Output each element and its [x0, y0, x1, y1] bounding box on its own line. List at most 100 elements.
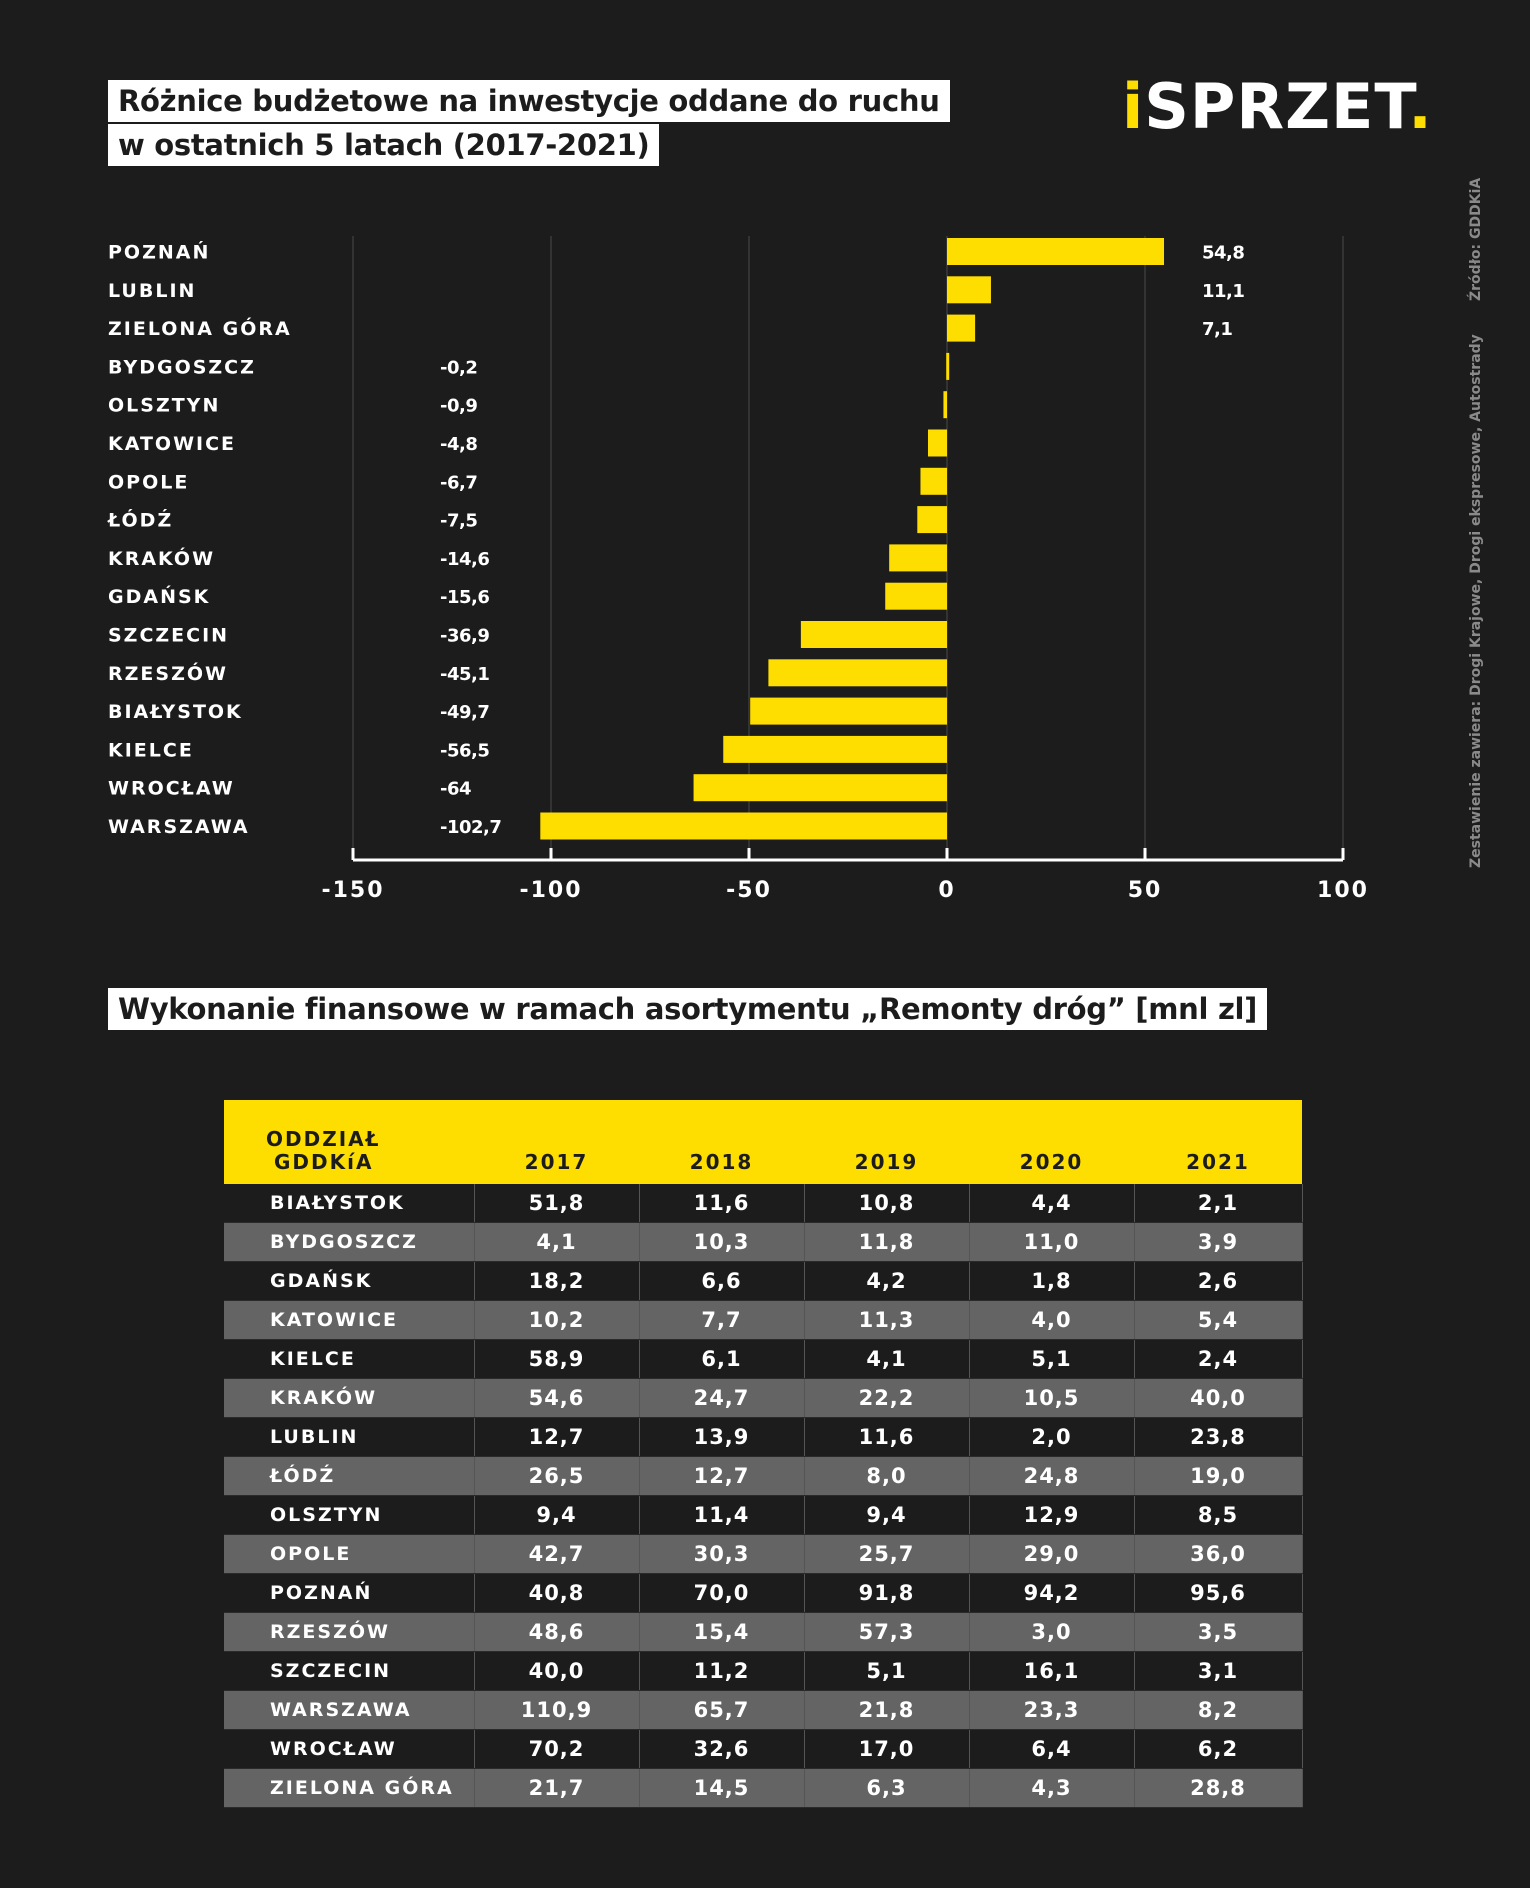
- table-cell-value: 10,3: [639, 1222, 805, 1262]
- table-cell-value: 13,9: [639, 1417, 805, 1457]
- table-row: BYDGOSZCZ 4,1 10,3 11,8 11,0 3,9: [224, 1222, 1303, 1262]
- header-branch: ODDZIAŁ GDDKíA: [224, 1100, 474, 1184]
- table-cell-value: 7,7: [639, 1300, 805, 1340]
- table-row: LUBLIN 12,7 13,9 11,6 2,0 23,8: [224, 1417, 1303, 1457]
- table-cell-value: 36,0: [1134, 1534, 1303, 1574]
- table-cell-value: 40,0: [1134, 1378, 1303, 1418]
- table-cell-value: 6,2: [1134, 1729, 1303, 1769]
- table-cell-value: 10,8: [804, 1184, 970, 1223]
- data-label: -4,8: [440, 434, 477, 455]
- bar: [946, 352, 950, 380]
- table-row: SZCZECIN 40,0 11,2 5,1 16,1 3,1: [224, 1651, 1303, 1691]
- category-label: WARSZAWA: [108, 816, 250, 838]
- header-year: 2019: [804, 1100, 969, 1184]
- table-row: BIAŁYSTOK 51,8 11,6 10,8 4,4 2,1: [224, 1184, 1303, 1223]
- data-label: -0,9: [440, 396, 477, 417]
- table-cell-branch: ŁÓDŹ: [224, 1456, 475, 1496]
- bar: [947, 314, 976, 342]
- table-row: ŁÓDŹ 26,5 12,7 8,0 24,8 19,0: [224, 1456, 1303, 1496]
- bar: [885, 582, 947, 610]
- table-cell-value: 12,7: [474, 1417, 640, 1457]
- table-cell-value: 21,7: [474, 1768, 640, 1808]
- table-cell-value: 58,9: [474, 1339, 640, 1379]
- table-cell-value: 11,3: [804, 1300, 970, 1340]
- table-cell-value: 24,8: [969, 1456, 1135, 1496]
- table-cell-branch: BIAŁYSTOK: [224, 1184, 475, 1223]
- category-label: BYDGOSZCZ: [108, 356, 256, 378]
- table-cell-value: 2,0: [969, 1417, 1135, 1457]
- table-header-row: ODDZIAŁ GDDKíA 2017 2018 2019 2020 2021: [224, 1100, 1302, 1184]
- table-cell-value: 8,2: [1134, 1690, 1303, 1730]
- table-cell-value: 23,8: [1134, 1417, 1303, 1457]
- header-year: 2021: [1134, 1100, 1302, 1184]
- table-cell-value: 10,2: [474, 1300, 640, 1340]
- data-label: -102,7: [440, 817, 501, 838]
- table-cell-value: 65,7: [639, 1690, 805, 1730]
- table-cell-value: 6,6: [639, 1261, 805, 1301]
- x-tick-label: -150: [321, 878, 384, 903]
- table-cell-value: 2,1: [1134, 1184, 1303, 1223]
- table-cell-value: 12,9: [969, 1495, 1135, 1535]
- table-cell-branch: WARSZAWA: [224, 1690, 475, 1730]
- table-row: OPOLE 42,7 30,3 25,7 29,0 36,0: [224, 1534, 1303, 1574]
- header-branch-line-1: ODDZIAŁ: [266, 1127, 381, 1151]
- table-row: GDAŃSK 18,2 6,6 4,2 1,8 2,6: [224, 1261, 1303, 1301]
- table-row: POZNAŃ 40,8 70,0 91,8 94,2 95,6: [224, 1573, 1303, 1613]
- table-title: Wykonanie finansowe w ramach asortymentu…: [108, 988, 1268, 1030]
- data-label: -56,5: [440, 740, 489, 761]
- category-label: GDAŃSK: [108, 585, 210, 608]
- bar: [750, 697, 947, 725]
- x-tick-label: -100: [519, 878, 582, 903]
- table-cell-branch: POZNAŃ: [224, 1573, 475, 1613]
- table-cell-value: 3,9: [1134, 1222, 1303, 1262]
- table-row: ZIELONA GÓRA 21,7 14,5 6,3 4,3 28,8: [224, 1768, 1303, 1808]
- bar: [943, 391, 947, 419]
- data-label: -36,9: [440, 626, 489, 647]
- bar: [540, 812, 947, 840]
- table-cell-branch: RZESZÓW: [224, 1612, 475, 1652]
- table-cell-value: 12,7: [639, 1456, 805, 1496]
- table-cell-value: 21,8: [804, 1690, 970, 1730]
- category-label: WROCŁAW: [108, 778, 235, 800]
- bar: [800, 621, 947, 648]
- table-cell-value: 6,3: [804, 1768, 970, 1808]
- x-tick-label: 100: [1317, 878, 1369, 903]
- table-cell-value: 3,0: [969, 1612, 1135, 1652]
- table-cell-branch: KATOWICE: [224, 1300, 475, 1340]
- bar: [920, 467, 947, 495]
- table-cell-value: 4,1: [474, 1222, 640, 1262]
- table-cell-value: 8,5: [1134, 1495, 1303, 1535]
- table-row: KATOWICE 10,2 7,7 11,3 4,0 5,4: [224, 1300, 1303, 1340]
- budget-difference-bar-chart: POZNAŃ 54,8 LUBLIN 11,1 ZIELONA GÓRA 7,1 BYDGO…: [107, 236, 1369, 903]
- data-label: -49,7: [440, 702, 489, 723]
- bar: [947, 276, 991, 304]
- table-cell-value: 4,4: [969, 1184, 1135, 1223]
- table-cell-value: 5,1: [804, 1651, 970, 1691]
- table-row: KRAKÓW 54,6 24,7 22,2 10,5 40,0: [224, 1378, 1303, 1418]
- table-cell-value: 30,3: [639, 1534, 805, 1574]
- table-cell-value: 22,2: [804, 1378, 970, 1418]
- table-cell-branch: GDAŃSK: [224, 1261, 475, 1301]
- table-cell-branch: OPOLE: [224, 1534, 475, 1574]
- isprzet-logo: iSPRZET.: [1122, 70, 1433, 143]
- data-label: -14,6: [440, 549, 489, 570]
- table-cell-branch: BYDGOSZCZ: [224, 1222, 475, 1262]
- table-cell-value: 28,8: [1134, 1768, 1303, 1808]
- table-cell-value: 3,5: [1134, 1612, 1303, 1652]
- table-cell-value: 2,6: [1134, 1261, 1303, 1301]
- table-cell-value: 9,4: [474, 1495, 640, 1535]
- table-cell-value: 4,2: [804, 1261, 970, 1301]
- bar: [723, 735, 947, 763]
- table-cell-branch: SZCZECIN: [224, 1651, 475, 1691]
- table-row: OLSZTYN 9,4 11,4 9,4 12,9 8,5: [224, 1495, 1303, 1535]
- table-cell-value: 6,4: [969, 1729, 1135, 1769]
- data-label: -0,2: [440, 357, 477, 378]
- table-cell-value: 2,4: [1134, 1339, 1303, 1379]
- data-label: 54,8: [1202, 243, 1244, 264]
- table-cell-value: 4,0: [969, 1300, 1135, 1340]
- table-cell-value: 6,1: [639, 1339, 805, 1379]
- table-cell-value: 1,8: [969, 1261, 1135, 1301]
- table-row: WROCŁAW 70,2 32,6 17,0 6,4 6,2: [224, 1729, 1303, 1769]
- table-cell-value: 11,0: [969, 1222, 1135, 1262]
- data-label: 11,1: [1202, 281, 1244, 302]
